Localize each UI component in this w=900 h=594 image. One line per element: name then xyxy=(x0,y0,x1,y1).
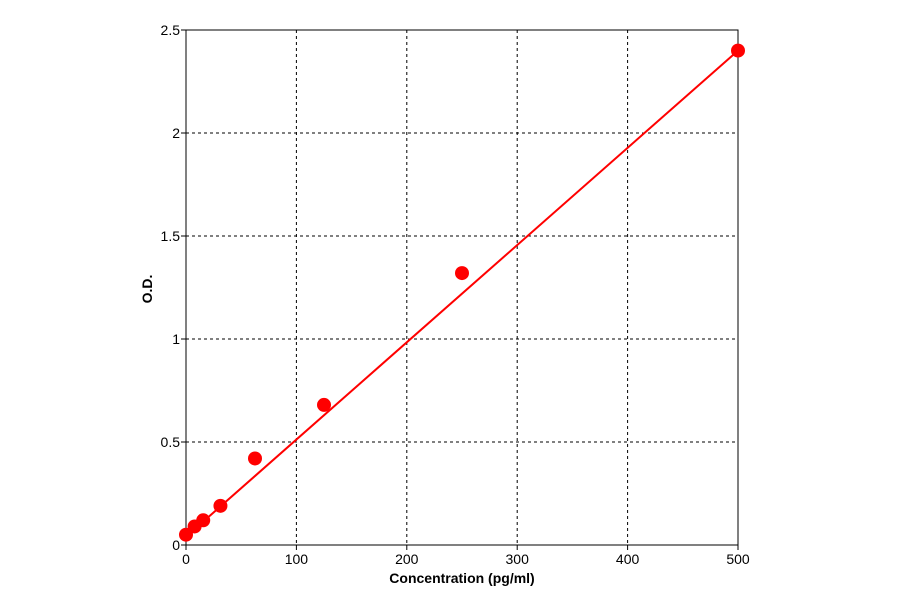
y-tick-label: 1.5 xyxy=(161,228,181,244)
y-tick-label: 2.5 xyxy=(161,22,181,38)
data-point xyxy=(731,43,745,58)
plot-frame xyxy=(185,29,739,546)
data-points xyxy=(179,43,745,542)
data-point xyxy=(317,397,331,412)
axis-ticks: 0 100 200 300 400 500 0 0.5 1 1.5 2 2.5 xyxy=(161,22,750,567)
y-tick-label: 1 xyxy=(172,331,180,347)
y-tick-label: 0.5 xyxy=(161,434,181,450)
y-axis-title: O.D. xyxy=(139,275,155,304)
data-point xyxy=(196,513,211,528)
x-tick-label: 0 xyxy=(182,551,190,567)
fit-line xyxy=(185,49,739,538)
x-tick-label: 500 xyxy=(726,551,750,567)
x-tick-label: 100 xyxy=(285,551,309,567)
x-tick-label: 200 xyxy=(395,551,419,567)
grid-lines xyxy=(186,30,738,545)
data-point xyxy=(213,498,228,513)
x-tick-label: 400 xyxy=(616,551,640,567)
data-point xyxy=(248,451,262,466)
x-tick-label: 300 xyxy=(506,551,530,567)
y-tick-label: 2 xyxy=(172,125,180,141)
x-axis-title: Concentration (pg/ml) xyxy=(389,570,534,586)
data-point xyxy=(455,266,469,281)
y-tick-label: 0 xyxy=(172,537,180,553)
fit-line-group xyxy=(185,49,739,538)
